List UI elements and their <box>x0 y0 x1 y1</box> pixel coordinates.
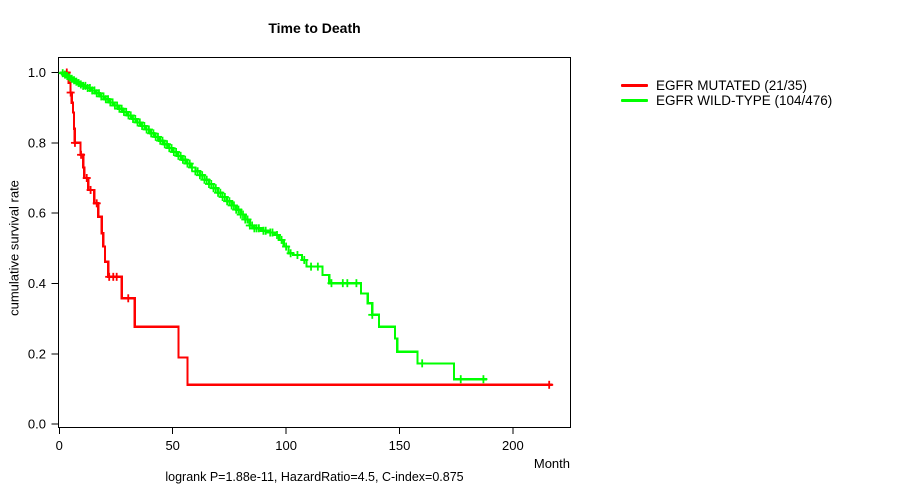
legend-label-egfr-mutated: EGFR MUTATED (21/35) <box>656 78 808 93</box>
chart-title: Time to Death <box>268 20 361 36</box>
survival-curve-wild-type <box>59 71 487 381</box>
legend: EGFR MUTATED (21/35) EGFR WILD-TYPE (104… <box>621 78 832 108</box>
x-tick-label: 150 <box>389 438 411 453</box>
legend-item-egfr-mutated: EGFR MUTATED (21/35) <box>621 78 832 93</box>
x-tick-label: 200 <box>502 438 524 453</box>
y-tick-label: 0.0 <box>28 417 46 432</box>
plot-box <box>58 57 571 428</box>
y-tick-label: 0.6 <box>28 206 46 221</box>
y-tick-label: 1.0 <box>28 65 46 80</box>
legend-item-egfr-wild-type: EGFR WILD-TYPE (104/476) <box>621 93 832 108</box>
x-tick-label: 0 <box>56 438 63 453</box>
legend-label-egfr-wild-type: EGFR WILD-TYPE (104/476) <box>656 93 833 108</box>
legend-line-red <box>621 84 648 87</box>
y-tick-label: 0.4 <box>28 276 46 291</box>
x-axis-unit-label: Month <box>533 456 570 471</box>
x-tick-label: 50 <box>165 438 179 453</box>
y-tick-label: 0.2 <box>28 346 46 361</box>
y-tick-label: 0.8 <box>28 135 46 150</box>
legend-line-green <box>621 99 648 102</box>
x-tick-label: 100 <box>275 438 297 453</box>
stats-footnote: logrank P=1.88e-11, HazardRatio=4.5, C-i… <box>165 470 464 484</box>
